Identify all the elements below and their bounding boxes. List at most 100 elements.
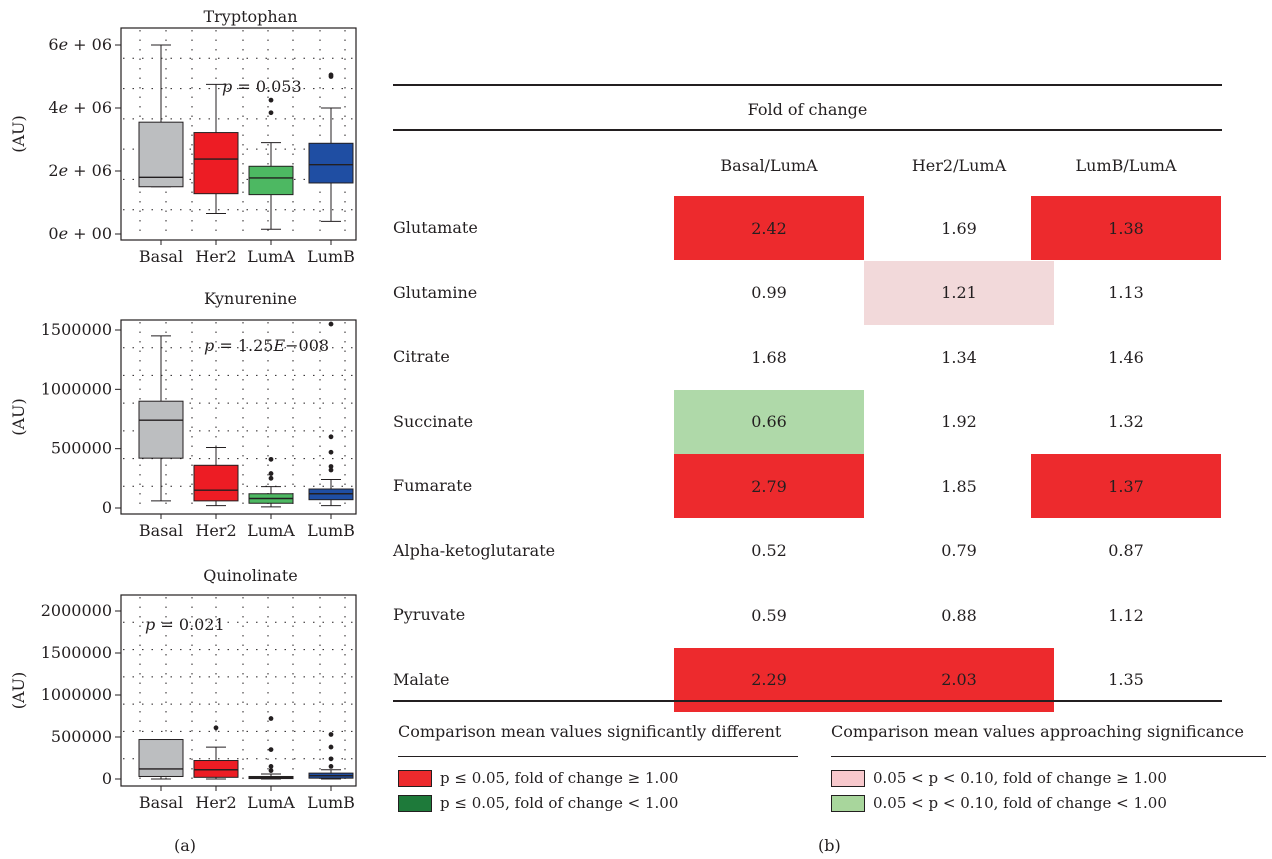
x-tick-label: Her2 — [195, 247, 236, 266]
box-iqr — [248, 165, 294, 196]
legend-swatch-light-green — [831, 794, 865, 812]
y-tick-label: 0 — [102, 769, 112, 788]
legend-item: p ≤ 0.05, fold of change < 1.00 — [398, 794, 678, 812]
legend-item: 0.05 < p < 0.10, fold of change ≥ 1.00 — [831, 769, 1167, 787]
y-axis-label: (AU) — [9, 115, 28, 153]
legend-item: 0.05 < p < 0.10, fold of change < 1.00 — [831, 794, 1167, 812]
legend-swatch-pink — [831, 769, 865, 787]
legend-significant-title: Comparison mean values significantly dif… — [398, 722, 782, 741]
table-bottom-rule — [393, 700, 1222, 702]
outlier-point — [328, 756, 334, 762]
legend-swatch-dark-green — [398, 794, 432, 812]
column-header: Her2/LumA — [911, 156, 1007, 175]
legend-item: p ≤ 0.05, fold of change ≥ 1.00 — [398, 769, 678, 787]
table-title: Fold of change — [747, 100, 868, 119]
x-tick-label: LumA — [247, 247, 295, 266]
y-tick-label: 6e + 06 — [48, 35, 112, 54]
column-header: LumB/LumA — [1075, 156, 1177, 175]
outlier-point — [268, 768, 274, 773]
table-cell: 1.37 — [1031, 454, 1221, 518]
legend-item-label: p ≤ 0.05, fold of change < 1.00 — [440, 794, 679, 812]
box-iqr — [138, 739, 184, 777]
plot-frame — [120, 319, 357, 515]
legend-significant-rule — [398, 756, 798, 757]
x-tick-label: LumB — [307, 793, 355, 812]
plot-title: Kynurenine — [204, 289, 297, 308]
table-cell: 1.21 — [864, 260, 1054, 325]
table-cell: 1.85 — [941, 476, 977, 496]
box-iqr — [138, 400, 184, 459]
table-cell: 2.42 — [674, 196, 864, 260]
x-tick-label: Her2 — [195, 521, 236, 540]
x-tick-label: LumA — [247, 521, 295, 540]
row-label: Succinate — [393, 411, 474, 431]
outlier-point — [268, 110, 274, 116]
panel-b-label: (b) — [818, 836, 841, 855]
legend-item-label: 0.05 < p < 0.10, fold of change ≥ 1.00 — [873, 769, 1167, 787]
row-label: Alpha-ketoglutarate — [393, 540, 556, 560]
box-basal — [138, 335, 184, 502]
y-tick-label: 500000 — [51, 439, 112, 458]
box-her2 — [193, 446, 239, 507]
x-tick-label: Basal — [139, 247, 183, 266]
y-tick-label: 1000000 — [41, 685, 112, 704]
table-cell: 0.79 — [941, 541, 977, 560]
box-lumb — [308, 732, 354, 780]
table-cell: 2.03 — [864, 647, 1054, 712]
table-cell: 1.46 — [1108, 347, 1144, 367]
p-value-annotation: p = 0.053 — [222, 77, 302, 96]
y-tick-label: 500000 — [51, 727, 112, 746]
outlier-point — [213, 725, 219, 731]
table-cell: 1.69 — [941, 218, 977, 238]
outlier-point — [328, 321, 334, 327]
row-label: Malate — [393, 669, 450, 689]
table-cell: 1.12 — [1108, 605, 1144, 625]
outlier-point — [268, 764, 274, 769]
panel-a-label: (a) — [174, 836, 197, 855]
row-label: Glutamine — [393, 282, 478, 302]
outlier-point — [328, 464, 334, 469]
y-tick-label: 1500000 — [41, 643, 112, 662]
table-cell: 0.59 — [751, 605, 787, 625]
row-label: Pyruvate — [393, 605, 466, 624]
x-tick-label: LumA — [247, 793, 295, 812]
box-luma — [248, 97, 294, 230]
table-cell: 0.99 — [751, 283, 787, 302]
table-cell: 0.52 — [751, 541, 787, 560]
table-cell: 0.87 — [1108, 541, 1144, 560]
box-luma — [248, 716, 294, 780]
table-cell: 1.13 — [1108, 283, 1144, 302]
x-tick-label: LumB — [307, 247, 355, 266]
box-basal — [138, 44, 184, 188]
table-cell: 1.32 — [1108, 412, 1144, 431]
table-cell: 0.66 — [674, 389, 864, 454]
outlier-point — [328, 449, 334, 455]
outlier-point — [268, 475, 274, 481]
legend-swatch-red — [398, 769, 432, 787]
row-label: Citrate — [393, 347, 450, 366]
box-lumb — [308, 72, 354, 222]
y-tick-label: 2000000 — [41, 601, 112, 620]
legend-approaching-rule — [831, 756, 1266, 757]
box-her2 — [193, 725, 239, 780]
outlier-point — [328, 467, 334, 473]
table-cell: 0.88 — [941, 605, 977, 625]
legend-item-label: p ≤ 0.05, fold of change ≥ 1.00 — [440, 769, 679, 787]
outlier-point — [328, 732, 334, 737]
outlier-point — [268, 747, 274, 752]
table-cell: 1.38 — [1031, 196, 1221, 260]
x-tick-label: Her2 — [195, 793, 236, 812]
row-label: Glutamate — [393, 218, 478, 237]
table-cell: 2.79 — [674, 454, 864, 518]
boxplot-panel: Tryptophan (AU) 0e + 00 2e + 06 4e + 06 6e + … — [9, 7, 357, 812]
outlier-point — [328, 72, 334, 78]
box-iqr — [193, 464, 239, 502]
y-tick-label: 0 — [102, 498, 112, 517]
p-value-annotation: p = 0.021 — [145, 615, 225, 634]
table-cell: 1.35 — [1108, 670, 1144, 689]
plot-frame — [120, 594, 357, 787]
y-tick-label: 4e + 06 — [48, 98, 112, 117]
outlier-point — [268, 97, 274, 103]
legend-approaching-title: Comparison mean values approaching signi… — [831, 722, 1244, 741]
outlier-point — [268, 716, 274, 721]
